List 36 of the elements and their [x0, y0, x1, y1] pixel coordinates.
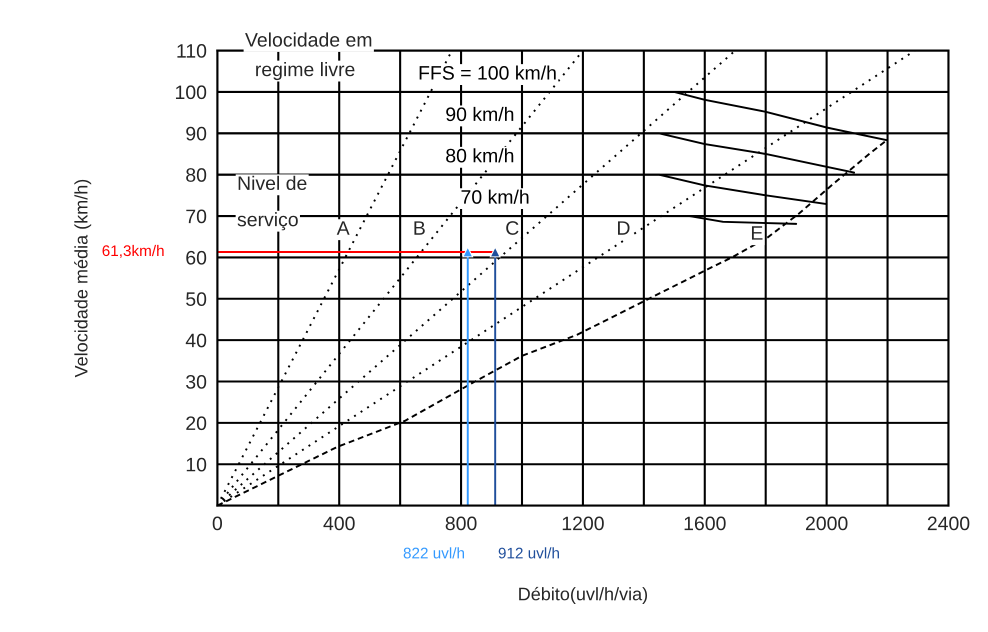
annotation: D: [618, 221, 630, 235]
text: Velocidade em: [245, 32, 372, 47]
y-tick-label: 90: [186, 126, 206, 141]
series-label: 80 km/h: [446, 148, 514, 162]
y-tick-label: 100: [176, 85, 206, 100]
y-tick-label: 110: [177, 44, 206, 58]
y-axis-title: Velocidade média (km/h): [74, 180, 92, 378]
y-tick-label: 80: [186, 168, 206, 182]
annotation: A: [336, 221, 350, 235]
y-tick-label: 10: [186, 458, 206, 472]
series-label: 70 km/h: [462, 190, 528, 204]
x-tick-label: 2400: [928, 516, 970, 530]
annotation: B: [414, 221, 425, 235]
annotation: E: [752, 226, 763, 240]
x-tick-label: 400: [323, 516, 355, 530]
x-tick-label: 1200: [562, 516, 604, 530]
y-tick-label: 70: [186, 209, 206, 224]
series-label: FFS = 100 km/h: [420, 65, 556, 80]
y-tick-label: 20: [186, 416, 206, 430]
y-tick-label: 50: [186, 292, 206, 306]
y-tick-label: 60: [186, 250, 206, 265]
x-tick-label: 0: [212, 516, 222, 530]
series-label: 90 km/h: [446, 106, 514, 122]
y-tick-label: 40: [186, 334, 206, 348]
annotation: regime livre: [256, 62, 354, 80]
x-axis-title: Débito(uvl/h/via): [519, 586, 648, 604]
x-tick-label: 800: [446, 516, 477, 530]
x-tick-label: 1600: [684, 516, 726, 530]
annotation: C: [506, 221, 519, 235]
text: 912 uvl/h: [498, 547, 559, 558]
annotation: Nivel de: [238, 176, 306, 190]
y-tick-label: 30: [186, 374, 206, 389]
text: 61,3km/h: [102, 244, 164, 258]
x-tick-label: 2000: [806, 516, 848, 530]
annotation: serviço: [238, 212, 298, 230]
text: 822 uvl/h: [404, 547, 464, 558]
